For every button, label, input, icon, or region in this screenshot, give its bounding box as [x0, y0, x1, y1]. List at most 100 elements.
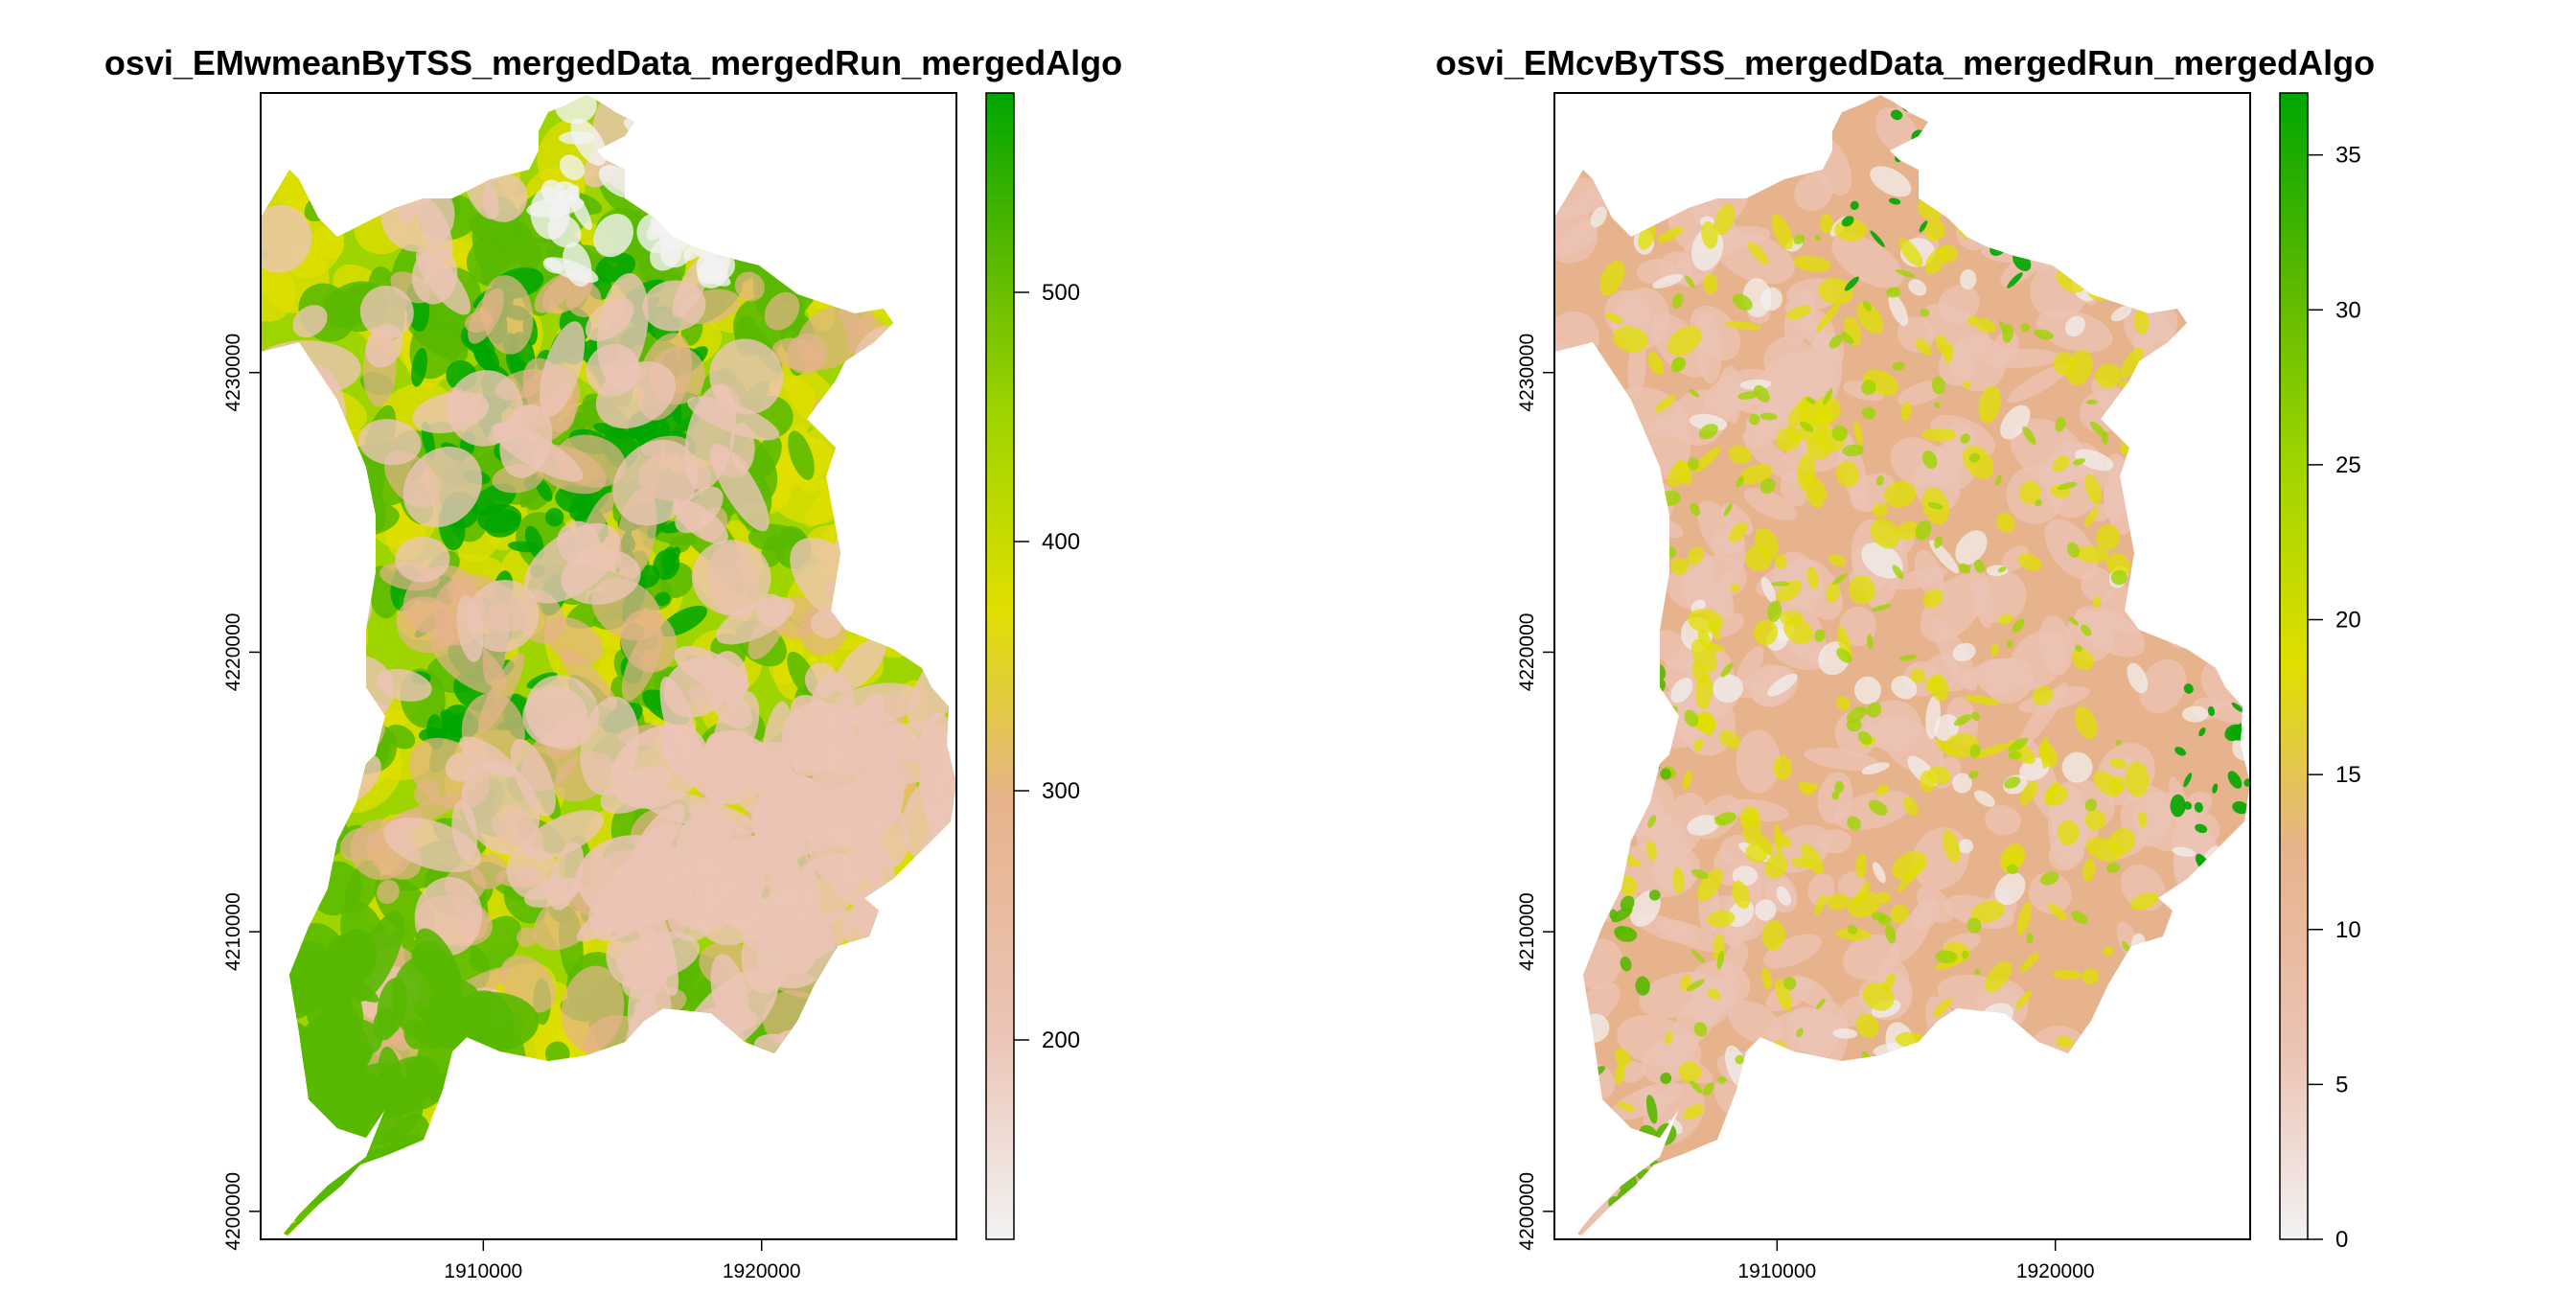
raster-patch	[1622, 585, 1664, 634]
raster-patch	[1758, 129, 1789, 159]
raster-patch	[301, 1144, 346, 1189]
raster-patch	[652, 1041, 707, 1078]
raster-patch	[438, 1123, 518, 1201]
raster-patch	[726, 739, 782, 780]
raster-patch	[414, 779, 440, 806]
raster-patch	[2035, 1118, 2073, 1137]
raster-patch	[1984, 804, 2021, 836]
raster-patch	[1782, 617, 1814, 645]
raster-patch	[536, 478, 553, 502]
raster-patch	[2207, 321, 2226, 344]
raster-patch	[1828, 554, 1847, 566]
raster-patch	[1745, 843, 1768, 864]
raster-patch	[1960, 433, 1970, 444]
raster-patch	[2094, 363, 2122, 389]
raster-patch	[2179, 951, 2238, 1009]
raster-patch	[777, 1028, 883, 1063]
raster-patch	[2113, 185, 2174, 264]
raster-patch	[261, 419, 316, 501]
raster-patch	[911, 964, 956, 1027]
raster-patch	[1836, 625, 1852, 660]
raster-patch	[1701, 95, 1737, 108]
raster-patch	[2006, 114, 2049, 165]
raster-patch	[2039, 871, 2059, 886]
raster-patch	[2030, 212, 2064, 251]
raster-patch	[1732, 293, 1753, 311]
raster-patch	[628, 1167, 678, 1223]
raster-patch	[1968, 771, 1979, 779]
raster-patch	[1872, 502, 1888, 519]
raster-patch	[1554, 1099, 1580, 1120]
raster-patch	[1616, 1101, 1635, 1112]
raster-patch	[1687, 815, 1720, 836]
raster-patch	[1874, 1112, 1919, 1144]
raster-patch	[1736, 729, 1781, 794]
raster-patch	[694, 1186, 724, 1216]
raster-patch	[2109, 757, 2128, 770]
raster-patch	[2122, 940, 2130, 953]
raster-patch	[2040, 736, 2050, 770]
raster-patch	[1886, 287, 1901, 298]
raster-patch	[1857, 730, 1873, 745]
raster-patch	[2153, 98, 2193, 123]
raster-patch	[1660, 768, 1671, 780]
raster-patch	[2188, 389, 2207, 423]
raster-patch	[1747, 242, 1769, 266]
raster-patch	[261, 1005, 297, 1043]
raster-patch	[2035, 211, 2058, 235]
raster-patch	[932, 490, 956, 547]
raster-patch	[2207, 705, 2216, 717]
raster-patch	[1685, 275, 1695, 289]
raster-patch	[2090, 1057, 2108, 1076]
raster-patch	[2061, 751, 2093, 783]
raster-patch	[1610, 543, 1621, 555]
raster-patch	[1713, 674, 1743, 704]
raster-patch	[1903, 797, 1919, 817]
raster-patch	[2128, 215, 2141, 228]
raster-patch	[1604, 289, 1652, 338]
raster-patch	[2031, 1147, 2053, 1166]
raster-patch	[2112, 1204, 2158, 1235]
raster-patch	[839, 523, 914, 577]
raster-patch	[590, 1163, 647, 1214]
right-raster-map	[1554, 95, 2250, 1235]
raster-patch	[1728, 1001, 1782, 1045]
raster-patch	[1835, 461, 1859, 488]
raster-patch	[1895, 269, 1916, 278]
raster-patch	[280, 457, 339, 557]
raster-patch	[1755, 833, 1774, 855]
raster-patch	[697, 1107, 764, 1167]
raster-patch	[1607, 137, 1634, 170]
raster-patch	[1767, 600, 1782, 623]
raster-patch	[485, 1109, 548, 1183]
raster-patch	[1994, 872, 2026, 906]
raster-patch	[1800, 1119, 1828, 1143]
raster-patch	[2164, 491, 2183, 515]
raster-patch	[1554, 668, 1584, 718]
raster-patch	[1612, 326, 1648, 353]
raster-patch	[525, 1175, 565, 1227]
raster-patch	[1883, 480, 1917, 508]
raster-patch	[377, 879, 400, 905]
raster-patch	[1801, 843, 1824, 874]
raster-patch	[2134, 378, 2170, 406]
raster-patch	[562, 1135, 631, 1193]
raster-patch	[829, 850, 885, 905]
raster-patch	[821, 159, 875, 266]
raster-patch	[2086, 245, 2119, 258]
raster-patch	[2219, 590, 2239, 612]
raster-patch	[1698, 424, 1718, 440]
raster-patch	[2127, 662, 2149, 694]
raster-patch	[261, 351, 284, 394]
raster-patch	[2138, 658, 2187, 714]
raster-patch	[2057, 820, 2080, 846]
raster-patch	[356, 1146, 447, 1193]
raster-patch	[764, 291, 800, 331]
raster-patch	[1677, 124, 1714, 151]
raster-patch	[1793, 255, 1831, 272]
raster-patch	[1619, 875, 1638, 896]
raster-patch	[546, 1078, 589, 1131]
raster-patch	[1814, 234, 1822, 242]
raster-patch	[1983, 1156, 2012, 1191]
raster-patch	[851, 1040, 922, 1122]
